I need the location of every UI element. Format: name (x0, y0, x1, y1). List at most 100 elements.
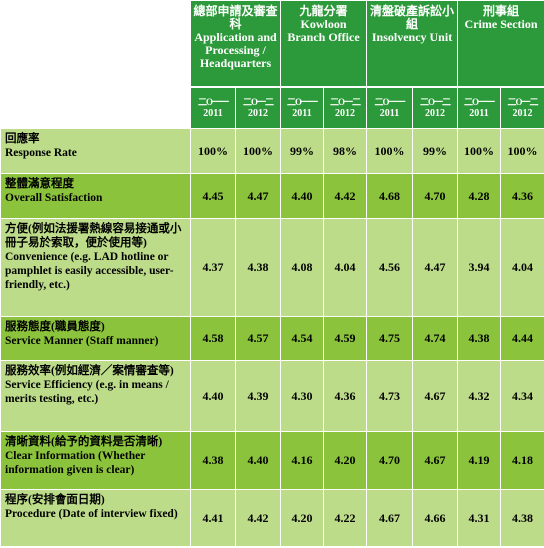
row-overall-satisfaction: 整體滿意程度 Overall Satisfaction 4.45 4.47 4.4… (0, 173, 544, 219)
row-label-en: Response Rate (5, 147, 77, 159)
year-header: 二O一二 2012 (235, 85, 281, 129)
unit-zh: 清盤破產訴訟小組 (370, 4, 455, 31)
row-label-en: Procedure (Date of interview fixed) (5, 508, 178, 520)
year-en: 2011 (469, 107, 489, 119)
row-convenience: 方便(例如法援署熱線容易接通或小冊子易於索取，便於使用等) Convenience… (0, 218, 544, 317)
value-cell: 4.36 (322, 360, 368, 432)
value-cell: 4.75 (366, 316, 414, 361)
unit-en: Crime Section (464, 17, 538, 31)
value-cell: 99% (412, 128, 459, 174)
value-cell: 4.40 (280, 173, 324, 219)
value-cell: 4.42 (322, 173, 368, 219)
value-cell: 4.04 (500, 218, 544, 317)
value-cell: 4.70 (412, 173, 459, 219)
year-en: 2012 (425, 107, 446, 119)
value-cell: 4.37 (190, 218, 236, 317)
value-cell: 4.38 (500, 489, 544, 547)
year-en: 2012 (248, 107, 268, 119)
value-cell: 4.38 (235, 218, 281, 317)
value-cell: 4.57 (235, 316, 281, 361)
value-cell: 4.67 (412, 360, 459, 432)
unit-header-headquarters: 總部申請及審查科 Application and Processing / He… (190, 0, 281, 87)
value-cell: 4.41 (190, 489, 236, 547)
value-cell: 4.20 (280, 489, 324, 547)
year-zh: 二O一二 (507, 96, 539, 107)
row-procedure: 程序(安排會面日期) Procedure (Date of interview f… (0, 489, 544, 547)
corner-blank (0, 0, 191, 129)
value-cell: 3.94 (457, 218, 502, 317)
value-cell: 4.39 (235, 360, 281, 432)
year-zh: 二O一一 (197, 96, 229, 107)
value-cell: 4.70 (366, 431, 414, 490)
year-zh: 二O一一 (464, 96, 495, 107)
row-clear-information: 清晰資料(給予的資料是否清晰) Clear Information (Whethe… (0, 431, 544, 490)
row-response-rate: 回應率 Response Rate 100% 100% 99% 98% 100% … (0, 128, 544, 174)
value-cell: 4.47 (235, 173, 281, 219)
value-cell: 4.19 (457, 431, 502, 490)
unit-header-insolvency: 清盤破產訴訟小組 Insolvency Unit (366, 0, 459, 87)
value-cell: 4.36 (500, 173, 544, 219)
value-cell: 4.40 (235, 431, 281, 490)
row-label-en: Overall Satisfaction (5, 192, 103, 204)
row-label-en: Service Manner (Staff manner) (5, 335, 159, 347)
year-header: 二O一二 2012 (412, 85, 459, 129)
value-cell: 4.66 (412, 489, 459, 547)
year-zh: 二O一一 (374, 96, 406, 107)
value-cell: 4.47 (412, 218, 459, 317)
unit-header-row: 總部申請及審查科 Application and Processing / He… (0, 0, 544, 129)
unit-zh: 刑事組 (483, 4, 520, 18)
value-cell: 4.56 (366, 218, 414, 317)
row-label-en: Convenience (e.g. LAD hotline or pamphle… (5, 251, 174, 291)
year-en: 2012 (335, 107, 355, 119)
value-cell: 4.74 (412, 316, 459, 361)
row-label: 回應率 Response Rate (0, 128, 191, 174)
value-cell: 4.22 (322, 489, 368, 547)
value-cell: 100% (500, 128, 544, 174)
row-label-zh: 服務效率(例如經濟／案情審查等) (5, 365, 174, 377)
year-zh: 二O一一 (286, 96, 318, 107)
row-label-en: Clear Information (Whether information g… (5, 450, 146, 476)
value-cell: 4.67 (366, 489, 414, 547)
year-header: 二O一二 2012 (322, 85, 368, 129)
unit-en: Kowloon Branch Office (287, 17, 360, 44)
value-cell: 4.16 (280, 431, 324, 490)
value-cell: 4.38 (190, 431, 236, 490)
unit-zh: 總部申請及審查科 (193, 4, 278, 31)
value-cell: 4.31 (457, 489, 502, 547)
value-cell: 100% (366, 128, 414, 174)
year-header: 二O一一 2011 (457, 85, 502, 129)
year-zh: 二O一二 (330, 96, 361, 107)
value-cell: 4.34 (500, 360, 544, 432)
year-header: 二O一一 2011 (280, 85, 324, 129)
value-cell: 100% (457, 128, 502, 174)
row-label: 整體滿意程度 Overall Satisfaction (0, 173, 191, 219)
row-service-manner: 服務態度(職員態度) Service Manner (Staff manner) … (0, 316, 544, 361)
row-label: 服務效率(例如經濟／案情審查等) Service Efficiency (e.g.… (0, 360, 191, 432)
value-cell: 4.38 (457, 316, 502, 361)
row-label-zh: 清晰資料(給予的資料是否清晰) (5, 436, 163, 448)
row-label: 方便(例如法援署熱線容易接通或小冊子易於索取，便於使用等) Convenience… (0, 218, 191, 317)
value-cell: 4.45 (190, 173, 236, 219)
value-cell: 98% (322, 128, 368, 174)
year-header: 二O一二 2012 (500, 85, 544, 129)
value-cell: 99% (280, 128, 324, 174)
value-cell: 4.28 (457, 173, 502, 219)
value-cell: 4.73 (366, 360, 414, 432)
value-cell: 4.59 (322, 316, 368, 361)
year-header-row: 二O一一 2011 二O一二 2012 二O一一 2011 二O一二 2012 二O一一… (1, 85, 544, 129)
value-cell: 100% (190, 128, 236, 174)
value-cell: 4.42 (235, 489, 281, 547)
year-header: 二O一一 2011 (190, 85, 236, 129)
year-en: 2011 (203, 107, 223, 119)
row-label-zh: 方便(例如法援署熱線容易接通或小冊子易於索取，便於使用等) (5, 223, 182, 249)
row-label-zh: 整體滿意程度 (5, 178, 74, 190)
unit-en: Application and Processing / Headquarter… (194, 30, 277, 70)
value-cell: 4.67 (412, 431, 459, 490)
year-en: 2012 (512, 107, 533, 119)
row-label: 程序(安排會面日期) Procedure (Date of interview f… (0, 489, 191, 547)
row-label-zh: 程序(安排會面日期) (5, 494, 105, 506)
value-cell: 100% (235, 128, 281, 174)
unit-en: Insolvency Unit (371, 30, 453, 44)
year-header: 二O一一 2011 (366, 85, 414, 129)
